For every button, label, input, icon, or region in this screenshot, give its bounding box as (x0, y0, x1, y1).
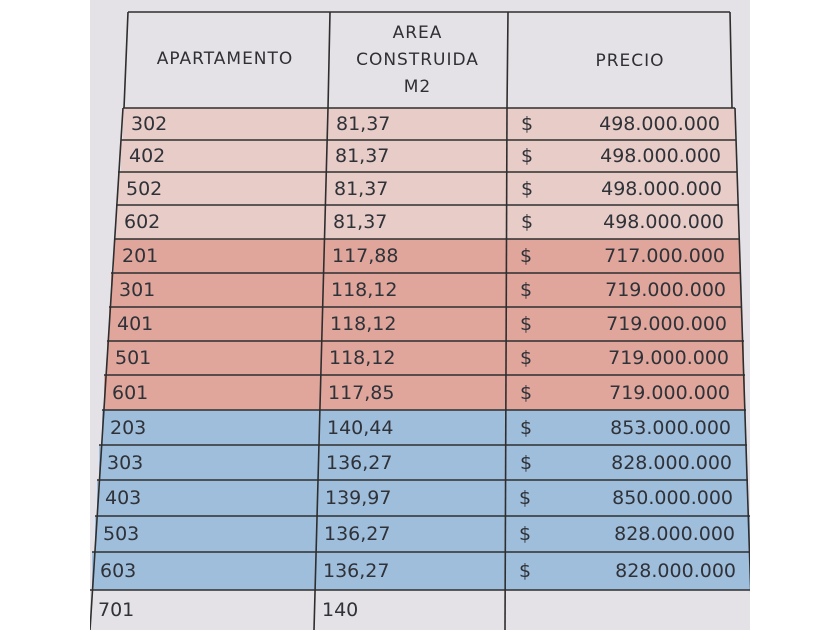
price-value: 498.000.000 (603, 211, 724, 233)
price-value: 719.000.000 (605, 279, 726, 301)
price-value: 719.000.000 (608, 347, 729, 369)
grid-right-border (734, 107, 750, 594)
row-band-blue (97, 480, 748, 516)
header-area-line1: AREA (392, 23, 443, 43)
document-paper: APARTAMENTO AREA CONSTRUIDA M2 PRECIO 30… (90, 0, 750, 630)
grid-header-left (123, 11, 129, 109)
apartment-number: 701 (98, 599, 135, 621)
apartment-number: 602 (124, 211, 161, 233)
grid-left-border (90, 107, 124, 630)
area-value: 136,27 (323, 560, 390, 582)
apartment-number: 403 (105, 487, 142, 509)
apartment-number: 601 (112, 382, 149, 404)
area-value: 140 (322, 599, 359, 621)
table-grid (90, 11, 750, 630)
price-value: 498.000.000 (600, 145, 721, 167)
apartment-number: 203 (110, 417, 147, 439)
currency-symbol: $ (521, 178, 534, 200)
row-band-red (111, 273, 741, 307)
area-value: 117,88 (332, 245, 399, 267)
row-band-blue (102, 410, 746, 445)
price-value: 853.000.000 (610, 417, 731, 439)
grid-col-divider-2 (504, 107, 508, 630)
header-area-construida: AREA CONSTRUIDA M2 (330, 20, 505, 101)
header-area-line2: CONSTRUIDA (356, 50, 479, 70)
area-value: 81,37 (334, 178, 389, 200)
row-band-blue (95, 516, 750, 552)
area-value: 139,97 (325, 487, 392, 509)
area-value: 81,37 (336, 113, 391, 135)
apartment-number: 402 (129, 145, 166, 167)
area-value: 140,44 (327, 417, 394, 439)
header-apartamento: APARTAMENTO (156, 49, 294, 69)
price-value: 717.000.000 (604, 245, 725, 267)
price-value: 828.000.000 (615, 560, 736, 582)
price-value: 828.000.000 (614, 523, 735, 545)
header-area-line3: M2 (403, 77, 432, 97)
currency-symbol: $ (520, 313, 533, 335)
apartment-number: 502 (126, 178, 163, 200)
apartment-number: 303 (107, 452, 144, 474)
apartment-number: 301 (119, 279, 156, 301)
row-band-pink (123, 108, 735, 140)
price-value: 850.000.000 (612, 487, 733, 509)
row-band-red (109, 307, 742, 341)
row-band-red (104, 375, 745, 410)
row-band-blue (99, 445, 747, 480)
area-value: 81,37 (335, 145, 390, 167)
currency-symbol: $ (520, 245, 533, 267)
apartment-number: 501 (115, 347, 152, 369)
apartment-number: 401 (117, 313, 154, 335)
currency-symbol: $ (521, 211, 534, 233)
grid-header-div2 (506, 11, 509, 109)
area-value: 118,12 (330, 313, 397, 335)
area-value: 118,12 (331, 279, 398, 301)
grid-header-right (729, 11, 733, 109)
currency-symbol: $ (520, 279, 533, 301)
row-band-pink (118, 172, 737, 205)
grid-header-div1 (327, 11, 331, 109)
price-value: 498.000.000 (599, 113, 720, 135)
row-band-pink (116, 205, 739, 239)
currency-symbol: $ (519, 560, 532, 582)
row-band-blue (92, 552, 750, 590)
currency-symbol: $ (520, 347, 533, 369)
area-value: 117,85 (328, 382, 395, 404)
row-band-pink (121, 140, 736, 172)
apartment-number: 503 (103, 523, 140, 545)
area-value: 81,37 (333, 211, 388, 233)
price-value: 719.000.000 (606, 313, 727, 335)
price-value: 719.000.000 (609, 382, 730, 404)
currency-symbol: $ (520, 452, 533, 474)
currency-symbol: $ (519, 523, 532, 545)
apartment-number: 603 (100, 560, 137, 582)
area-value: 136,27 (326, 452, 393, 474)
apartment-number: 302 (131, 113, 168, 135)
grid-col-divider-1 (313, 107, 329, 630)
currency-symbol: $ (520, 417, 533, 439)
currency-symbol: $ (521, 113, 534, 135)
apartment-number: 201 (122, 245, 159, 267)
header-precio: PRECIO (595, 51, 665, 71)
price-value: 498.000.000 (601, 178, 722, 200)
row-band-red (114, 239, 740, 273)
row-band-red (107, 341, 744, 375)
currency-symbol: $ (519, 487, 532, 509)
area-value: 136,27 (324, 523, 391, 545)
currency-symbol: $ (521, 145, 534, 167)
price-value: 828.000.000 (611, 452, 732, 474)
area-value: 118,12 (329, 347, 396, 369)
currency-symbol: $ (520, 382, 533, 404)
